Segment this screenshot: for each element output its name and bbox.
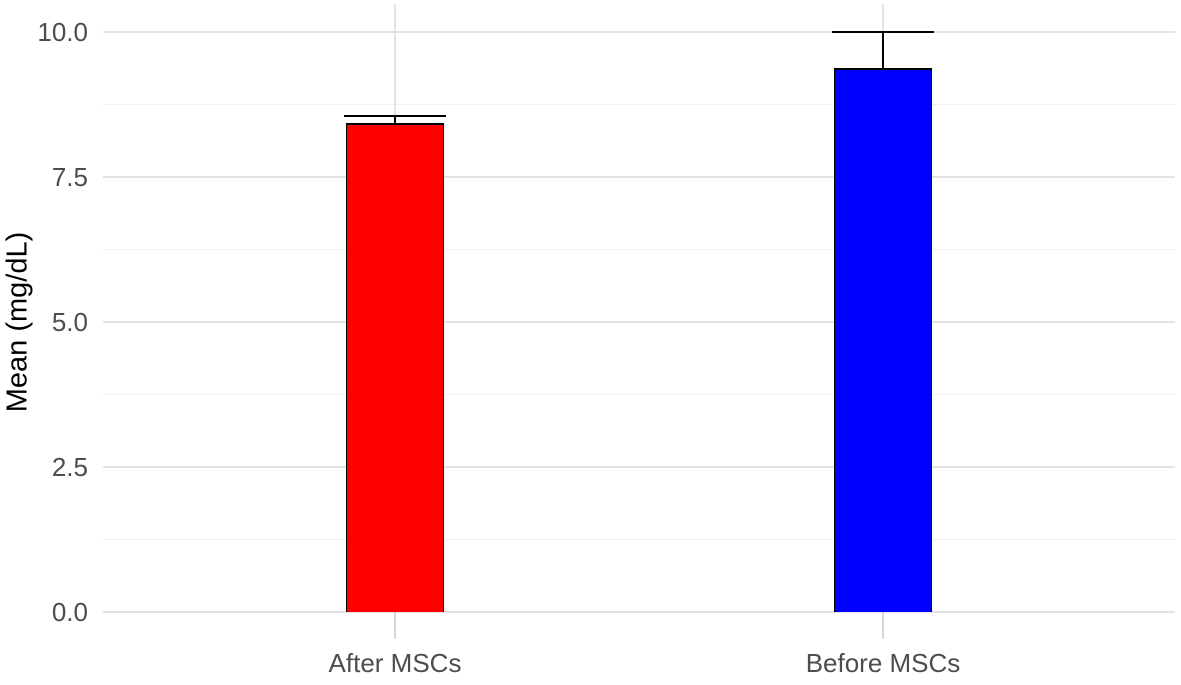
minor-gridline [103,103,1175,106]
major-gridline [103,611,1175,613]
errorbar-cap [344,114,446,118]
minor-gridline [103,248,1175,251]
y-tick-label: 0.0 [51,597,88,627]
errorbar-stem [393,116,397,126]
minor-gridline [103,538,1175,541]
major-gridline [103,31,1175,33]
major-gridline [103,321,1175,323]
x-tick-label: After MSCs [328,648,462,678]
x-tick-label: Before MSCs [805,648,961,678]
y-tick-label: 5.0 [51,307,88,337]
major-gridline [103,176,1175,178]
errorbar-stem [881,32,885,70]
y-tick-label: 7.5 [51,162,88,192]
bar [346,123,444,612]
x-tick-mark [882,612,884,639]
x-tick-mark [394,612,396,639]
minor-gridline [103,393,1175,396]
bar [834,68,932,612]
y-tick-label: 2.5 [51,452,88,482]
major-gridline [103,466,1175,468]
y-tick-label: 10.0 [37,17,88,47]
